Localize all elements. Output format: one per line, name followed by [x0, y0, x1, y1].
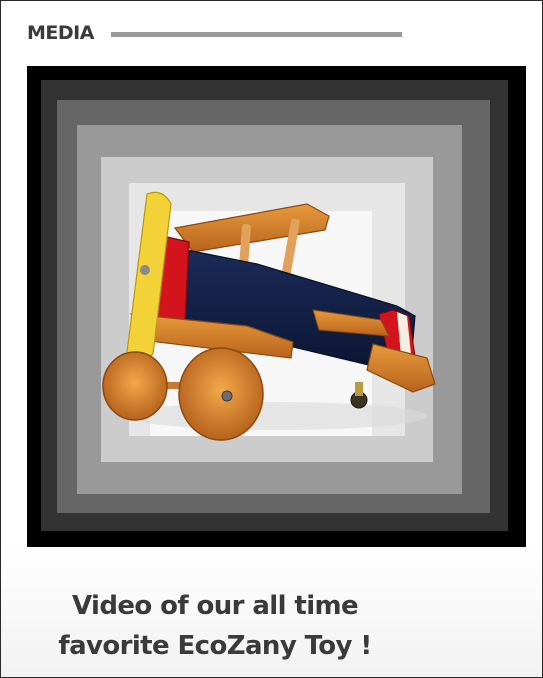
- propeller-hub: [140, 265, 150, 275]
- front-wheel-right: [178, 347, 264, 441]
- video-caption[interactable]: Video of our all time favorite EcoZany T…: [1, 586, 429, 666]
- front-wheel-left: [102, 351, 168, 421]
- upper-wing: [173, 203, 330, 253]
- tail-stripe: [397, 312, 411, 356]
- rear-wing-section: [312, 309, 390, 337]
- tail-wheel-mount: [355, 382, 363, 396]
- section-title: MEDIA: [27, 22, 94, 44]
- caption-line-2: favorite EcoZany Toy !: [58, 631, 372, 661]
- section-divider: [111, 32, 402, 37]
- plane-shadow: [127, 402, 427, 430]
- toy-biplane-image: [102, 191, 436, 441]
- caption-line-1: Video of our all time: [71, 591, 359, 621]
- wheel-bolt: [221, 390, 233, 402]
- tail-plane: [366, 343, 436, 393]
